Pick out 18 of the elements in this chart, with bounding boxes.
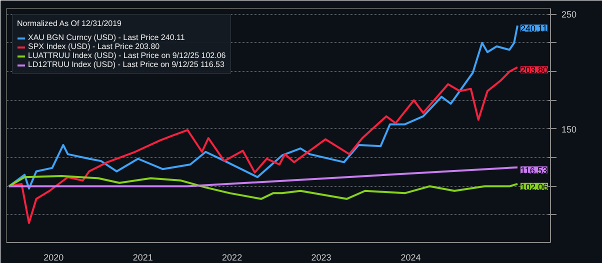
y-tick-label: 250	[562, 10, 577, 20]
legend-label: XAU BGN Curncy (USD) - Last Price 240.11	[28, 33, 185, 42]
x-tick-label: 2021	[132, 252, 153, 262]
annotation: 102.06	[520, 182, 548, 192]
legend-label: LD12TRUU Index (USD) - Last Price on 9/12/25 116.53	[28, 60, 224, 69]
line-series	[8, 24, 519, 190]
legend-label: LUATTRUU Index (USD) - Last Price on 9/12/25 102.06	[28, 51, 226, 60]
legend-label: SPX Index (USD) - Last Price 203.80	[28, 42, 160, 51]
x-tick-label: 2022	[222, 252, 242, 262]
x-tick-label: 2020	[44, 252, 64, 262]
annotation: 116.53	[520, 165, 548, 176]
annotation: 203.80	[520, 65, 548, 76]
x-tick-label: 2024	[400, 252, 421, 262]
y-tick-label: 150	[562, 124, 577, 134]
legend-title: Normalized As Of 12/31/2019	[17, 19, 123, 28]
line-series	[8, 174, 519, 200]
x-tick-label: 2023	[311, 252, 332, 262]
annotation: 240.11	[520, 24, 548, 34]
